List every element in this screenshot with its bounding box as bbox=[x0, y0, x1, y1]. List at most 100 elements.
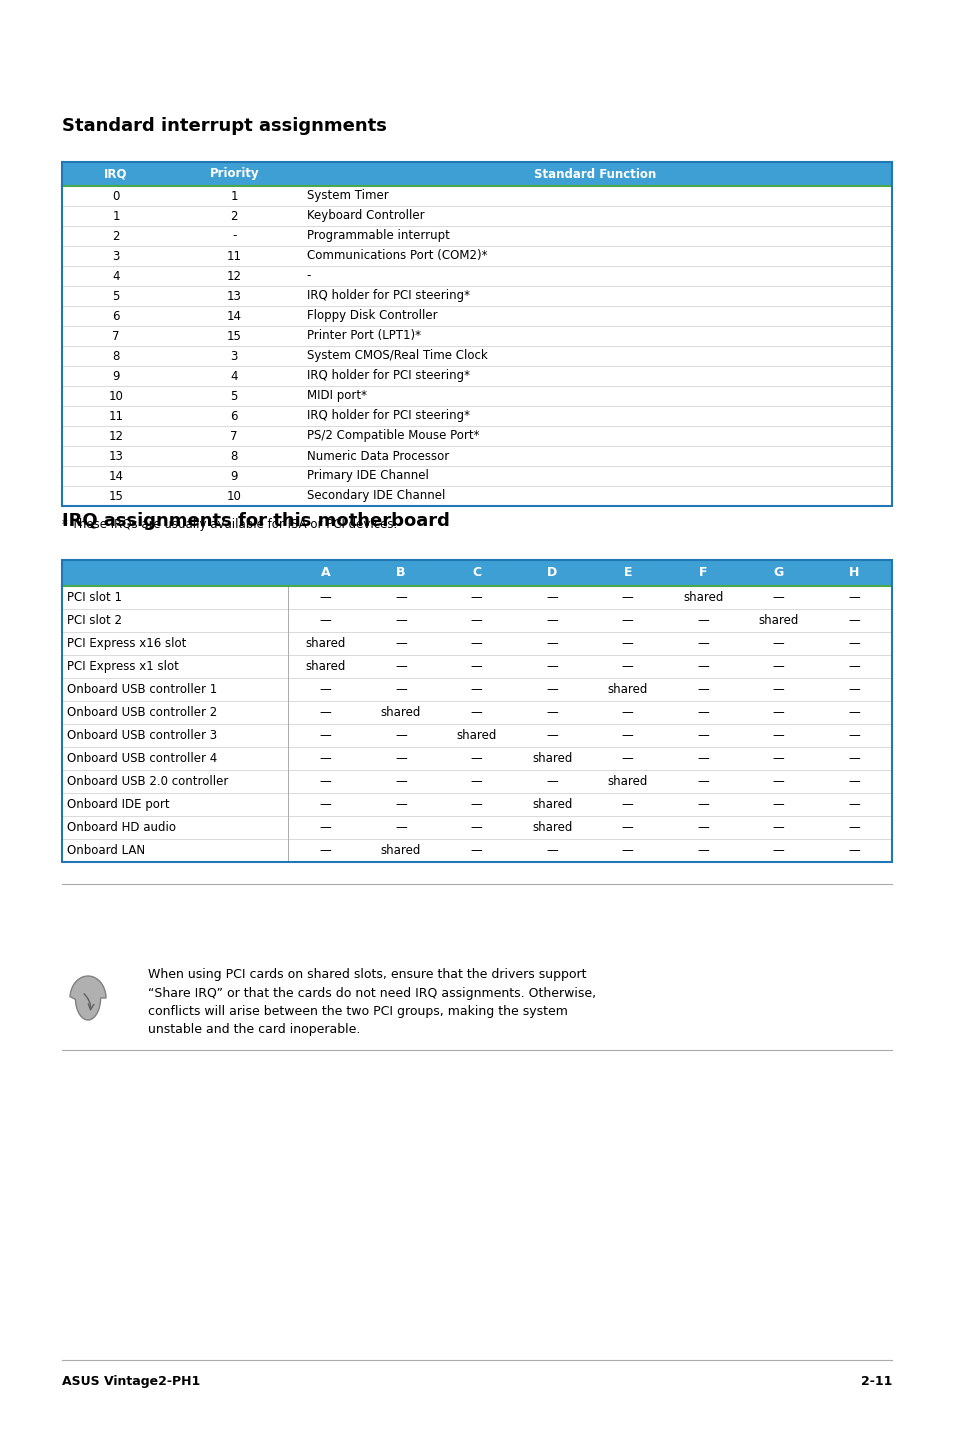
Text: * These IRQs are usually available for ISA or PCI devices.: * These IRQs are usually available for I… bbox=[62, 518, 396, 531]
Text: —: — bbox=[395, 614, 407, 627]
Text: -: - bbox=[232, 230, 236, 243]
Text: —: — bbox=[847, 660, 860, 673]
Text: 11: 11 bbox=[227, 250, 241, 263]
Bar bbox=[62, 385, 891, 406]
Text: —: — bbox=[546, 614, 558, 627]
Text: —: — bbox=[847, 729, 860, 742]
Text: —: — bbox=[697, 821, 708, 834]
Text: 10: 10 bbox=[109, 390, 123, 403]
Text: Onboard USB controller 2: Onboard USB controller 2 bbox=[67, 706, 217, 719]
Text: IRQ holder for PCI steering*: IRQ holder for PCI steering* bbox=[306, 410, 469, 423]
Bar bbox=[62, 631, 891, 654]
Text: —: — bbox=[772, 752, 783, 765]
Text: —: — bbox=[772, 637, 783, 650]
Text: 6: 6 bbox=[112, 309, 119, 322]
Text: —: — bbox=[621, 637, 633, 650]
Text: 10: 10 bbox=[227, 489, 241, 502]
Text: —: — bbox=[697, 683, 708, 696]
Text: shared: shared bbox=[682, 591, 722, 604]
Text: PS/2 Compatible Mouse Port*: PS/2 Compatible Mouse Port* bbox=[306, 430, 478, 443]
Text: shared: shared bbox=[607, 683, 647, 696]
Text: Standard Function: Standard Function bbox=[534, 167, 656, 181]
Text: —: — bbox=[772, 683, 783, 696]
Text: shared: shared bbox=[456, 729, 497, 742]
Text: —: — bbox=[697, 637, 708, 650]
Text: —: — bbox=[319, 591, 331, 604]
Text: —: — bbox=[319, 798, 331, 811]
Text: shared: shared bbox=[532, 752, 572, 765]
Text: Onboard LAN: Onboard LAN bbox=[67, 844, 145, 857]
Text: —: — bbox=[772, 844, 783, 857]
Text: A: A bbox=[320, 567, 330, 580]
Text: 5: 5 bbox=[231, 390, 237, 403]
Text: shared: shared bbox=[305, 660, 345, 673]
Bar bbox=[62, 326, 891, 347]
Text: —: — bbox=[470, 752, 482, 765]
Text: Keyboard Controller: Keyboard Controller bbox=[306, 210, 424, 223]
Text: —: — bbox=[470, 775, 482, 788]
Text: —: — bbox=[470, 614, 482, 627]
Text: —: — bbox=[621, 614, 633, 627]
Text: 9: 9 bbox=[112, 370, 119, 383]
Text: PCI Express x1 slot: PCI Express x1 slot bbox=[67, 660, 179, 673]
Text: 5: 5 bbox=[112, 289, 119, 302]
Bar bbox=[62, 677, 891, 700]
Text: 12: 12 bbox=[109, 430, 123, 443]
Text: Numeric Data Processor: Numeric Data Processor bbox=[306, 450, 448, 463]
Text: —: — bbox=[546, 637, 558, 650]
Text: —: — bbox=[395, 775, 407, 788]
Text: —: — bbox=[772, 591, 783, 604]
Text: —: — bbox=[395, 798, 407, 811]
Text: 15: 15 bbox=[109, 489, 123, 502]
Text: —: — bbox=[319, 844, 331, 857]
Text: PCI slot 2: PCI slot 2 bbox=[67, 614, 122, 627]
Text: —: — bbox=[621, 591, 633, 604]
Text: —: — bbox=[621, 798, 633, 811]
Text: 6: 6 bbox=[231, 410, 237, 423]
Text: 8: 8 bbox=[112, 349, 119, 362]
Text: —: — bbox=[772, 775, 783, 788]
Bar bbox=[62, 347, 891, 367]
Text: —: — bbox=[847, 798, 860, 811]
Text: —: — bbox=[546, 775, 558, 788]
Text: —: — bbox=[697, 844, 708, 857]
Text: —: — bbox=[621, 706, 633, 719]
Text: Priority: Priority bbox=[210, 167, 259, 181]
Text: -: - bbox=[306, 269, 311, 282]
Text: —: — bbox=[847, 821, 860, 834]
Text: —: — bbox=[847, 591, 860, 604]
Text: PCI slot 1: PCI slot 1 bbox=[67, 591, 122, 604]
Text: —: — bbox=[847, 706, 860, 719]
Text: —: — bbox=[319, 706, 331, 719]
Bar bbox=[62, 186, 891, 206]
Text: —: — bbox=[395, 729, 407, 742]
Bar bbox=[62, 700, 891, 723]
Text: —: — bbox=[847, 637, 860, 650]
Bar bbox=[62, 769, 891, 792]
Text: —: — bbox=[395, 752, 407, 765]
Text: —: — bbox=[470, 591, 482, 604]
Text: 1: 1 bbox=[112, 210, 119, 223]
Text: —: — bbox=[546, 844, 558, 857]
Bar bbox=[62, 162, 891, 186]
Text: —: — bbox=[395, 683, 407, 696]
Text: —: — bbox=[546, 706, 558, 719]
Text: shared: shared bbox=[532, 821, 572, 834]
Text: —: — bbox=[470, 660, 482, 673]
Text: IRQ: IRQ bbox=[104, 167, 128, 181]
Text: —: — bbox=[697, 706, 708, 719]
Text: —: — bbox=[470, 821, 482, 834]
Text: —: — bbox=[470, 798, 482, 811]
Text: 7: 7 bbox=[231, 430, 237, 443]
Text: 1: 1 bbox=[231, 190, 237, 203]
Text: IRQ holder for PCI steering*: IRQ holder for PCI steering* bbox=[306, 289, 469, 302]
Text: Programmable interrupt: Programmable interrupt bbox=[306, 230, 449, 243]
Text: —: — bbox=[772, 706, 783, 719]
Bar bbox=[62, 306, 891, 326]
Text: —: — bbox=[621, 729, 633, 742]
Text: ASUS Vintage2-PH1: ASUS Vintage2-PH1 bbox=[62, 1375, 200, 1388]
Bar bbox=[62, 286, 891, 306]
Text: C: C bbox=[472, 567, 480, 580]
Text: —: — bbox=[470, 706, 482, 719]
Text: —: — bbox=[772, 821, 783, 834]
